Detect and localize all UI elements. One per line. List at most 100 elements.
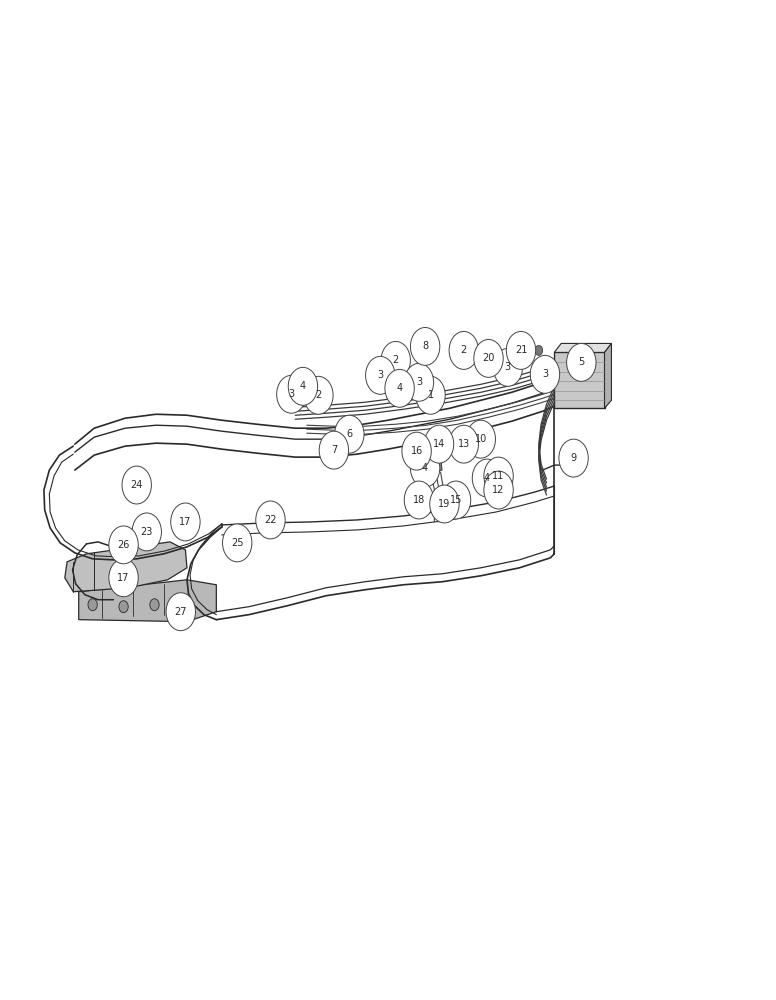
Text: 24: 24 bbox=[130, 480, 143, 490]
Circle shape bbox=[381, 341, 411, 379]
Circle shape bbox=[442, 499, 451, 511]
Circle shape bbox=[484, 471, 513, 509]
Circle shape bbox=[119, 601, 128, 613]
Circle shape bbox=[402, 432, 431, 470]
Polygon shape bbox=[421, 386, 435, 400]
Circle shape bbox=[144, 532, 153, 544]
Circle shape bbox=[171, 503, 200, 541]
Circle shape bbox=[427, 496, 436, 508]
Polygon shape bbox=[78, 580, 217, 622]
Circle shape bbox=[474, 339, 503, 377]
Circle shape bbox=[449, 331, 479, 369]
Circle shape bbox=[535, 345, 542, 355]
Circle shape bbox=[530, 355, 559, 393]
Text: 19: 19 bbox=[438, 499, 451, 509]
Text: 15: 15 bbox=[450, 495, 462, 505]
Circle shape bbox=[303, 376, 333, 414]
Circle shape bbox=[223, 524, 252, 562]
Circle shape bbox=[175, 596, 184, 608]
Text: 21: 21 bbox=[514, 345, 527, 355]
Text: 12: 12 bbox=[493, 485, 504, 495]
Text: 14: 14 bbox=[433, 439, 445, 449]
Text: 4: 4 bbox=[300, 381, 306, 391]
Text: 9: 9 bbox=[570, 453, 577, 463]
Circle shape bbox=[132, 513, 161, 551]
Circle shape bbox=[150, 599, 159, 611]
Circle shape bbox=[506, 331, 535, 369]
Polygon shape bbox=[554, 352, 605, 408]
Polygon shape bbox=[64, 542, 187, 592]
Polygon shape bbox=[291, 390, 307, 399]
Text: 8: 8 bbox=[422, 341, 428, 351]
Text: 2: 2 bbox=[315, 390, 321, 400]
Text: 17: 17 bbox=[117, 573, 130, 583]
Text: 7: 7 bbox=[331, 445, 337, 455]
Circle shape bbox=[421, 494, 430, 506]
Circle shape bbox=[109, 526, 138, 564]
Circle shape bbox=[411, 449, 440, 487]
Text: 25: 25 bbox=[231, 538, 244, 548]
Circle shape bbox=[131, 526, 142, 540]
Circle shape bbox=[288, 367, 317, 405]
Text: 16: 16 bbox=[411, 446, 423, 456]
Text: 3: 3 bbox=[416, 377, 422, 387]
Circle shape bbox=[473, 459, 501, 497]
Text: 4: 4 bbox=[397, 383, 403, 393]
Circle shape bbox=[122, 466, 151, 504]
Circle shape bbox=[277, 375, 306, 413]
Text: 4: 4 bbox=[484, 473, 490, 483]
Circle shape bbox=[404, 363, 434, 401]
Circle shape bbox=[434, 498, 443, 510]
Circle shape bbox=[334, 415, 364, 453]
Text: 20: 20 bbox=[483, 353, 495, 363]
Circle shape bbox=[466, 420, 496, 458]
Circle shape bbox=[385, 369, 414, 407]
Circle shape bbox=[411, 327, 440, 365]
Text: 11: 11 bbox=[493, 471, 504, 481]
Circle shape bbox=[319, 431, 348, 469]
Circle shape bbox=[442, 481, 471, 519]
Circle shape bbox=[404, 481, 434, 519]
Text: 23: 23 bbox=[140, 527, 153, 537]
Circle shape bbox=[109, 559, 138, 597]
Text: 3: 3 bbox=[377, 370, 383, 380]
Text: 27: 27 bbox=[175, 607, 187, 617]
Circle shape bbox=[447, 500, 456, 512]
Circle shape bbox=[559, 439, 588, 477]
Polygon shape bbox=[554, 343, 611, 352]
Circle shape bbox=[500, 352, 508, 362]
Text: 4: 4 bbox=[422, 463, 428, 473]
Circle shape bbox=[365, 356, 395, 394]
Text: 3: 3 bbox=[289, 389, 294, 399]
Circle shape bbox=[166, 593, 196, 631]
Circle shape bbox=[523, 347, 531, 357]
Circle shape bbox=[424, 425, 454, 463]
Text: 5: 5 bbox=[578, 357, 584, 367]
Circle shape bbox=[416, 376, 445, 414]
Polygon shape bbox=[511, 344, 522, 357]
Text: 18: 18 bbox=[413, 495, 425, 505]
Text: 26: 26 bbox=[117, 540, 130, 550]
Text: 3: 3 bbox=[504, 362, 511, 372]
Circle shape bbox=[491, 355, 498, 365]
Circle shape bbox=[511, 349, 519, 359]
Polygon shape bbox=[425, 457, 442, 473]
Text: 13: 13 bbox=[458, 439, 470, 449]
Text: 3: 3 bbox=[542, 369, 548, 379]
Text: 17: 17 bbox=[179, 517, 192, 527]
Circle shape bbox=[430, 485, 459, 523]
Circle shape bbox=[120, 532, 133, 548]
Text: 6: 6 bbox=[346, 429, 352, 439]
Circle shape bbox=[449, 425, 479, 463]
Polygon shape bbox=[386, 381, 400, 391]
Text: 2: 2 bbox=[461, 345, 467, 355]
Circle shape bbox=[484, 457, 513, 495]
Text: 10: 10 bbox=[475, 434, 487, 444]
Circle shape bbox=[256, 501, 285, 539]
Text: 22: 22 bbox=[264, 515, 277, 525]
Polygon shape bbox=[137, 528, 156, 546]
Polygon shape bbox=[481, 348, 492, 361]
Circle shape bbox=[494, 348, 522, 386]
Circle shape bbox=[88, 599, 97, 611]
Circle shape bbox=[566, 343, 596, 381]
